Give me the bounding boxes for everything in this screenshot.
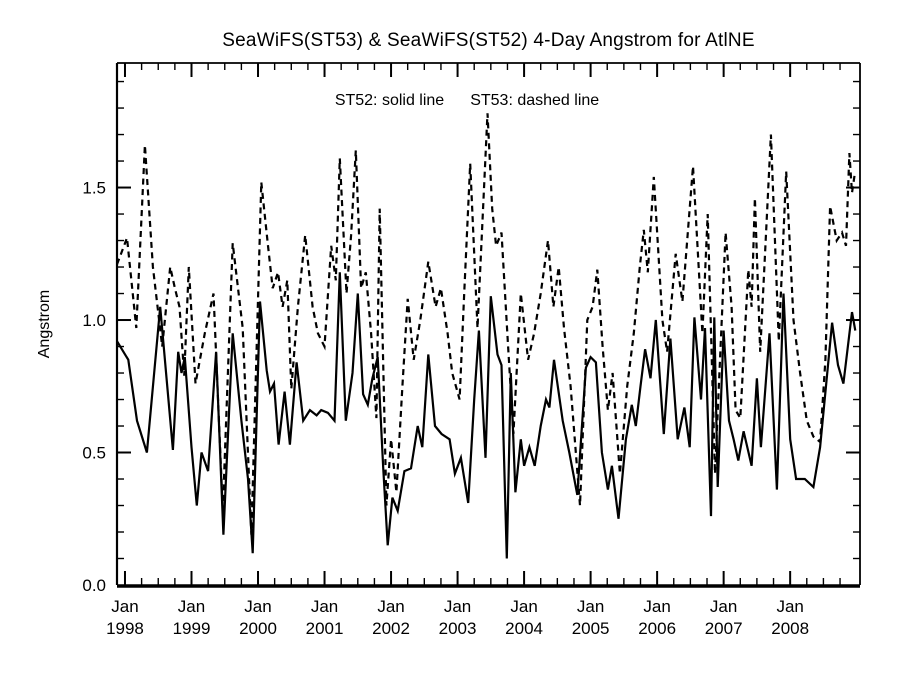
x-tick-month: Jan — [710, 597, 737, 616]
y-axis-ticks — [117, 80, 860, 560]
y-tick-label: 1.0 — [82, 311, 106, 330]
x-tick-month: Jan — [577, 597, 604, 616]
y-tick-label: 0.0 — [82, 576, 106, 595]
x-tick-month: Jan — [111, 597, 138, 616]
x-tick-year: 2005 — [572, 619, 610, 638]
x-tick-year: 2006 — [638, 619, 676, 638]
x-tick-year: 2002 — [372, 619, 410, 638]
legend-note: ST52: solid line ST53: dashed line — [117, 92, 817, 110]
series-st52-line — [116, 272, 857, 559]
x-tick-year: 2007 — [705, 619, 743, 638]
x-tick-month: Jan — [311, 597, 338, 616]
x-tick-year: 2004 — [505, 619, 543, 638]
x-tick-labels: Jan 1998 Jan 1999 Jan 2000 Jan 2001 Jan 2002 Jan 20… — [106, 597, 809, 638]
legend-entry-st52: ST52: solid line — [334, 92, 445, 109]
x-tick-month: Jan — [244, 597, 271, 616]
x-tick-year: 1998 — [106, 619, 144, 638]
x-tick-month: Jan — [643, 597, 670, 616]
x-tick-year: 2003 — [439, 619, 477, 638]
x-tick-month: Jan — [178, 597, 205, 616]
x-tick-year: 1999 — [173, 619, 211, 638]
x-tick-year: 2001 — [306, 619, 344, 638]
series-st53-line — [115, 113, 856, 535]
chart-title: SeaWiFS(ST53) & SeaWiFS(ST52) 4-Day Angs… — [222, 30, 755, 51]
legend-entry-st53: ST53: dashed line — [470, 92, 600, 109]
x-tick-month: Jan — [510, 597, 537, 616]
axis-box — [115, 62, 861, 588]
y-tick-label: 1.5 — [82, 179, 106, 198]
y-tick-labels: 0.0 0.5 1.0 1.5 — [82, 179, 106, 595]
x-tick-month: Jan — [444, 597, 471, 616]
x-tick-year: 2008 — [771, 619, 809, 638]
x-axis-ticks — [123, 63, 841, 585]
y-tick-label: 0.5 — [82, 444, 106, 463]
x-tick-month: Jan — [776, 597, 803, 616]
x-tick-month: Jan — [377, 597, 404, 616]
x-tick-year: 2000 — [239, 619, 277, 638]
